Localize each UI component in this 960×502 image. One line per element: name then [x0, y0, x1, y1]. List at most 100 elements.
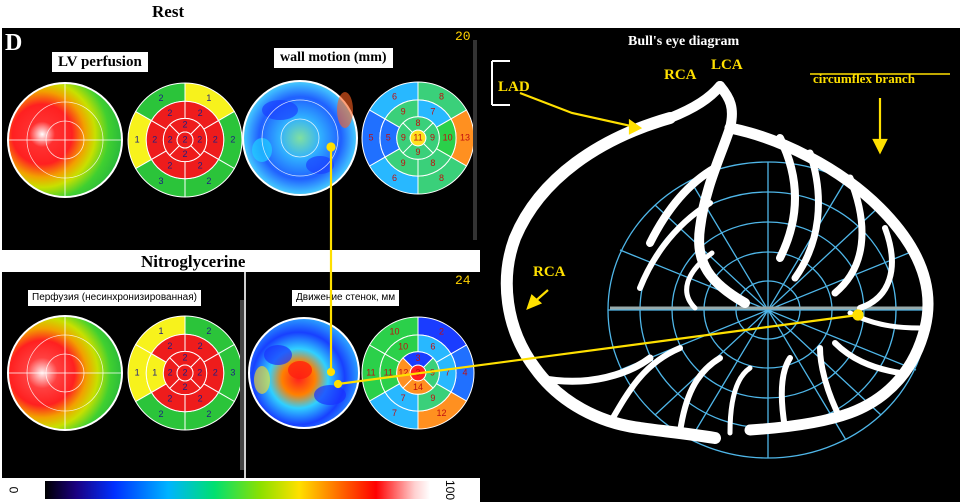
nitro-frame-number: 24 [455, 273, 471, 288]
rca-left-label: RCA [533, 264, 566, 280]
nitro-perf-outer-value: 1 [135, 367, 140, 377]
nitro-wm-outer-value: 4 [463, 367, 468, 377]
nitro-perf-mid-value: 2 [198, 341, 203, 351]
rest-wm-mid-value: 10 [443, 132, 453, 142]
coronary-diagram [491, 60, 950, 459]
colorbar-gradient [45, 481, 430, 499]
coronary-vessels [500, 81, 934, 444]
rest-perf-apex-segment [176, 131, 194, 149]
nitro-perf-mid-value: 2 [167, 341, 172, 351]
rest-wm-mid-value: 7 [430, 107, 435, 117]
rest-wm-inner-value: 9 [430, 132, 435, 142]
rest-wm-outer-value: 6 [392, 92, 397, 102]
nitro-wm-inner-value: 3 [415, 353, 420, 363]
rest-wm-apex-segment [409, 129, 427, 147]
nitro-perf-mid-value: 2 [213, 367, 218, 377]
lad-bracket [491, 60, 510, 106]
nitro-wm-outer-value: 10 [389, 327, 399, 337]
nitro-perf-inner-value: 2 [168, 367, 173, 377]
rest-perf-inner-value: 2 [182, 149, 187, 159]
rest-perf-outer-value: 1 [206, 93, 211, 103]
rest-perf-inner-value: 2 [182, 120, 187, 130]
rest-perf-mid-value: 2 [167, 161, 172, 171]
lca-label: LCA [711, 57, 743, 73]
rest-perf-outer-value: 2 [206, 176, 211, 186]
nitro-wm-mid-value: 10 [398, 342, 408, 352]
rest-wm-inner-value: 9 [401, 132, 406, 142]
rest-wm-mid-value: 5 [386, 132, 391, 142]
rest-perf-outer-value: 2 [230, 134, 235, 144]
nitro-wm-mid-value: 7 [445, 367, 450, 377]
rest-wm-mid-value: 9 [401, 158, 406, 168]
nitro-perf-inner-value: 2 [197, 367, 202, 377]
rest-frame-number: 20 [455, 29, 471, 44]
nitro-perf-outer-value: 2 [206, 409, 211, 419]
lad-label: LAD [498, 79, 530, 95]
rest-perf-outer-value: 3 [159, 176, 164, 186]
rest-wm-apex-value: 11 [413, 132, 422, 142]
rca-top-label: RCA [664, 67, 697, 83]
rest-perf-mid-value: 2 [152, 134, 157, 144]
nitro-panel-divider [244, 272, 246, 478]
nitro-perf-inner-value: 2 [182, 382, 187, 392]
rest-perf-mid-value: 2 [167, 108, 172, 118]
rest-wall-motion-map [242, 80, 358, 196]
rest-perfusion-map [7, 82, 123, 198]
nitro-perfusion-map [7, 315, 123, 431]
side-scale-bar-rest [473, 40, 477, 240]
bulls-eye-title: Bull's eye diagram [628, 34, 740, 49]
nitro-perf-mid-value: 2 [167, 394, 172, 404]
rest-wm-outer-value: 8 [439, 173, 444, 183]
rest-wm-outer-value: 5 [368, 132, 373, 142]
nitro-wm-mid-value: 6 [430, 342, 435, 352]
rest-perf-mid-value: 2 [198, 108, 203, 118]
rest-perf-mid-value: 2 [198, 161, 203, 171]
nitro-wm-inner-value: 12 [398, 367, 408, 377]
rest-wm-mid-value: 9 [401, 107, 406, 117]
nitro-perfusion-label: Перфузия (несинхронизированная) [28, 290, 201, 306]
label-arrows [519, 73, 950, 310]
rest-wall-motion-label: wall motion (mm) [274, 48, 393, 68]
rest-perf-outer-value: 1 [135, 134, 140, 144]
rest-wm-outer-value: 13 [460, 132, 470, 142]
rest-perf-mid-value: 2 [213, 134, 218, 144]
nitro-wm-mid-value: 9 [430, 393, 435, 403]
rest-wm-mid-value: 8 [430, 158, 435, 168]
rest-perf-apex-value: 2 [182, 134, 187, 144]
nitro-wm-mid-value: 7 [401, 393, 406, 403]
nitro-perf-apex-segment [176, 364, 194, 382]
rest-wm-inner-value: 8 [415, 118, 420, 128]
rest-title: Rest [152, 2, 185, 21]
nitro-perf-outer-value: 2 [206, 326, 211, 336]
nitro-perf-mid-value: 2 [198, 394, 203, 404]
nitro-title: Nitroglycerine [141, 252, 246, 271]
nitro-perf-outer-value: 2 [159, 409, 164, 419]
nitro-wm-outer-value: 12 [437, 408, 447, 418]
nitro-perf-apex-value: 2 [182, 367, 187, 377]
nitro-perf-outer-value: 1 [159, 326, 164, 336]
nitro-wm-inner-value: 14 [413, 382, 423, 392]
nitro-wm-outer-value: 7 [392, 408, 397, 418]
rest-perf-outer-value: 2 [159, 93, 164, 103]
nitro-perf-inner-value: 2 [182, 353, 187, 363]
nitro-perf-mid-value: 1 [152, 367, 157, 377]
nitro-perf-outer-value: 3 [230, 367, 235, 377]
rest-wm-outer-value: 8 [439, 92, 444, 102]
panel-letter: D [5, 30, 23, 56]
nitro-wm-mid-value: 11 [384, 367, 393, 377]
side-scale-bar [240, 300, 244, 470]
circumflex-label: circumflex branch [813, 71, 915, 86]
rest-perf-inner-value: 2 [168, 134, 173, 144]
rest-perfusion-label: LV perfusion [52, 52, 148, 72]
rest-wm-inner-value: 9 [415, 147, 420, 157]
rest-wm-outer-value: 6 [392, 173, 397, 183]
rest-perf-inner-value: 2 [197, 134, 202, 144]
nitro-wm-outer-value: 2 [439, 327, 444, 337]
nitro-wm-outer-value: 11 [366, 367, 375, 377]
nitro-wall-motion-label: Движение стенок, мм [292, 290, 400, 306]
